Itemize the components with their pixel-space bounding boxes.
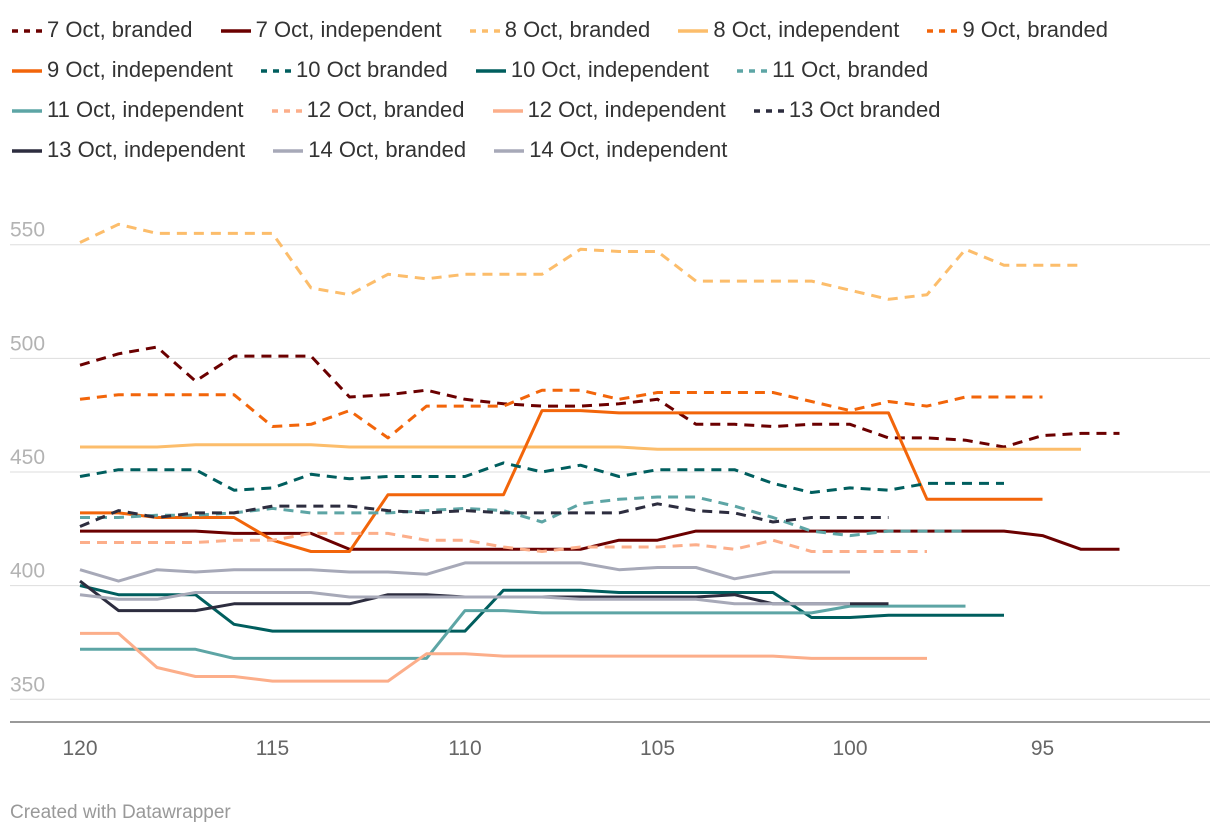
series-line-8-oct-branded: [79, 222, 1081, 301]
series-line-7-oct-branded: [79, 345, 1120, 449]
legend-swatch: [469, 29, 500, 33]
legend-label: 8 Oct, independent: [713, 17, 900, 42]
legend-label: 10 Oct branded: [296, 57, 448, 82]
legend-label: 11 Oct, independent: [47, 97, 244, 122]
legend-label: 14 Oct, branded: [308, 137, 467, 162]
x-tick-label-110: 110: [448, 737, 481, 760]
legend-label: 12 Oct, branded: [306, 97, 465, 122]
datawrapper-credit: Created with Datawrapper: [10, 802, 231, 823]
legend-label: 14 Oct, independent: [529, 137, 728, 162]
series-line-9-oct-independent: [80, 409, 1043, 553]
x-tick-label-100: 100: [832, 737, 867, 760]
series-line-7-oct-independent: [80, 529, 1120, 551]
legend-swatch: [678, 29, 709, 33]
legend-label: 13 Oct branded: [788, 97, 941, 122]
y-tick-label-450: 450: [10, 446, 45, 469]
legend-swatch: [492, 109, 523, 113]
series-lines: [79, 222, 1120, 683]
series-line-8-oct-independent: [80, 443, 1081, 451]
series-line-10-oct-independent: [79, 584, 1004, 633]
y-axis: 550 500 450 400 350: [10, 219, 45, 697]
legend-swatch: [271, 109, 302, 113]
legend-swatch: [12, 29, 42, 33]
legend-item-11-oct-branded: 11 Oct, branded: [735, 57, 928, 82]
legend-label: 12 Oct, independent: [527, 97, 726, 122]
legend-item-13-oct-independent: 13 Oct, independent: [10, 137, 245, 162]
legend-swatch: [494, 149, 525, 153]
x-tick-label-95: 95: [1031, 737, 1054, 760]
legend-swatch: [261, 69, 292, 73]
legend-item-10-oct-independent: 10 Oct, independent: [474, 57, 709, 82]
series-line-11-oct-branded: [80, 495, 966, 538]
series-line-14-oct-branded: [79, 591, 850, 606]
legend-swatch: [273, 149, 304, 153]
legend-item-11-oct-independent: 11 Oct, independent: [10, 97, 244, 122]
legend-label: 11 Oct, branded: [772, 57, 929, 82]
legend-item-7-oct-independent: 7 Oct, independent: [219, 17, 442, 42]
series-line-13-oct-branded: [79, 502, 889, 528]
series-line-12-oct-independent: [80, 631, 927, 683]
legend-swatch: [737, 69, 768, 73]
legend-swatch: [927, 29, 958, 33]
legend-item-12-oct-independent: 12 Oct, independent: [491, 97, 726, 122]
series-line-10-oct-branded: [79, 461, 1004, 494]
legend-swatch: [753, 109, 784, 113]
y-tick-label-400: 400: [10, 560, 45, 583]
legend-item-13-oct-branded: 13 Oct branded: [752, 97, 941, 122]
legend-label: 8 Oct, branded: [504, 17, 651, 42]
legend-item-9-oct-independent: 9 Oct, independent: [10, 57, 233, 82]
legend-label: 10 Oct, independent: [510, 57, 709, 82]
legend-item-12-oct-branded: 12 Oct, branded: [270, 97, 465, 122]
legend-item-9-oct-branded: 9 Oct, branded: [925, 17, 1108, 42]
x-tick-label-115: 115: [256, 737, 289, 760]
legend-item-14-oct-branded: 14 Oct, branded: [271, 137, 466, 162]
legend-item-7-oct-branded: 7 Oct, branded: [10, 17, 193, 42]
legend-label: 7 Oct, branded: [47, 17, 193, 42]
legend-swatch: [12, 69, 42, 73]
y-tick-label-500: 500: [10, 332, 45, 355]
series-line-11-oct-independent: [80, 604, 966, 660]
legend-swatch: [12, 109, 42, 113]
y-tick-label-550: 550: [10, 219, 45, 242]
legend-label: 9 Oct, independent: [47, 57, 233, 82]
chart-legend: 7 Oct, branded 7 Oct, independent 8 Oct,…: [10, 10, 1205, 170]
y-tick-label-350: 350: [10, 673, 45, 696]
legend-label: 9 Oct, branded: [962, 17, 1108, 42]
legend-swatch: [12, 149, 42, 153]
x-tick-label-120: 120: [62, 737, 97, 760]
legend-item-14-oct-independent: 14 Oct, independent: [492, 137, 727, 162]
legend-item-8-oct-independent: 8 Oct, independent: [676, 17, 899, 42]
series-line-9-oct-branded: [79, 388, 1043, 440]
legend-label: 13 Oct, independent: [47, 137, 246, 162]
legend-item-10-oct-branded: 10 Oct branded: [259, 57, 448, 82]
legend-swatch: [475, 69, 506, 73]
legend-item-8-oct-branded: 8 Oct, branded: [468, 17, 651, 42]
legend-swatch: [220, 29, 251, 33]
series-line-14-oct-independent: [79, 561, 850, 583]
grid-lines: [10, 244, 1210, 723]
x-axis: 120 115 110 105 100 95: [62, 737, 1054, 760]
legend-label: 7 Oct, independent: [255, 17, 442, 42]
series-line-12-oct-branded: [80, 531, 927, 553]
x-tick-label-105: 105: [640, 737, 675, 760]
